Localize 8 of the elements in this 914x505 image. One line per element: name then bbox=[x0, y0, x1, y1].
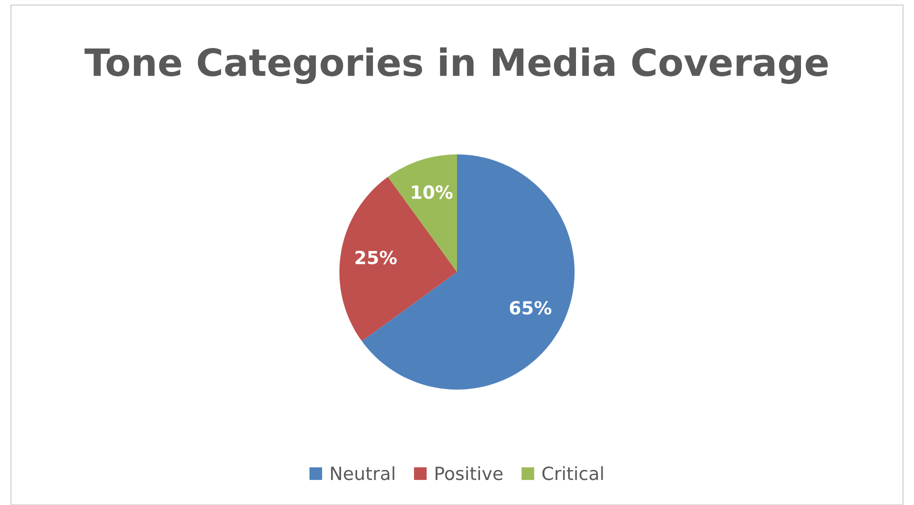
data-label: 10% bbox=[412, 185, 453, 199]
legend-label: Critical bbox=[542, 466, 603, 480]
legend-label: Neutral bbox=[331, 466, 394, 480]
data-label: 25% bbox=[356, 250, 397, 264]
chart-title: Tone Categories in Media Coverage bbox=[84, 47, 828, 84]
data-label: 65% bbox=[510, 300, 552, 315]
pie-slice bbox=[339, 176, 457, 342]
legend-label: Positive bbox=[436, 466, 503, 480]
